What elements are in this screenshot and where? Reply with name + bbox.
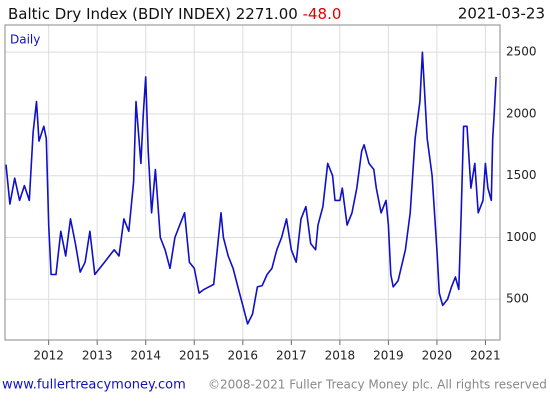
x-tick-label: 2020 xyxy=(422,349,453,363)
line xyxy=(5,51,497,325)
footer-link[interactable]: www.fullertreacymoney.com xyxy=(2,378,186,393)
x-tick-label: 2014 xyxy=(130,349,161,363)
chart-title: Baltic Dry Index (BDIY INDEX) 2271.00 -4… xyxy=(8,5,341,23)
x-tick-label: 2019 xyxy=(373,349,404,363)
x-tick-label: 2013 xyxy=(82,349,113,363)
x-tick-label: 2021 xyxy=(470,349,501,363)
y-tick-label: 500 xyxy=(506,292,529,306)
x-tick-label: 2017 xyxy=(276,349,307,363)
y-tick-label: 1000 xyxy=(506,230,537,244)
series-label: Daily xyxy=(10,33,40,47)
x-tick-label: 2016 xyxy=(228,349,259,363)
y-tick-label: 1500 xyxy=(506,168,537,182)
y-tick-label: 2500 xyxy=(506,45,537,59)
x-tick-label: 2018 xyxy=(325,349,356,363)
date: 2021-03-23 xyxy=(458,5,545,23)
x-tick-label: 2012 xyxy=(33,349,64,363)
footer-copyright: ©2008-2021 Fuller Treacy Money plc. All … xyxy=(208,378,547,392)
change: -48.0 xyxy=(303,5,342,23)
title: Baltic Dry Index (BDIY INDEX) 2271.00 xyxy=(8,5,298,23)
y-tick-label: 2000 xyxy=(506,106,537,120)
x-tick-label: 2015 xyxy=(179,349,210,363)
plot-frame xyxy=(4,24,501,341)
